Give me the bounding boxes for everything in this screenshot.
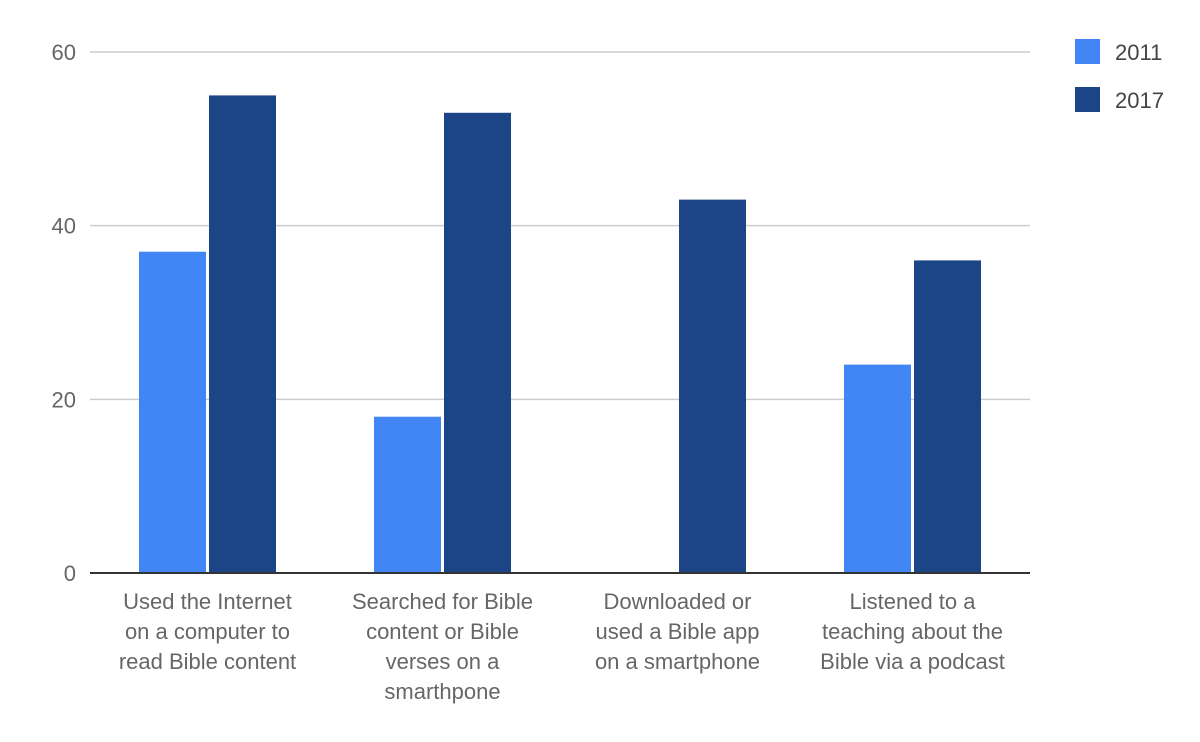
x-category-label-line: smarthpone (384, 679, 500, 704)
x-category-label-line: Bible via a podcast (820, 649, 1005, 674)
y-tick-label: 0 (64, 561, 76, 586)
legend-swatch-2017 (1075, 87, 1100, 112)
legend-label-2017: 2017 (1115, 88, 1164, 113)
bar-2011 (139, 251, 206, 573)
x-category-label-line: Used the Internet (123, 589, 292, 614)
x-category-label-line: teaching about the (822, 619, 1003, 644)
x-category-label: Listened to a teaching about the Bible via… (820, 589, 1005, 674)
bar-2017 (444, 112, 511, 574)
y-tick-label: 40 (52, 214, 76, 239)
legend-swatch-2011 (1075, 39, 1100, 64)
x-category-label-line: on a smartphone (595, 649, 760, 674)
y-axis-ticks: 0 20 40 60 (52, 40, 76, 586)
x-category-label-line: content or Bible (366, 619, 519, 644)
x-category-label: Used the Internet on a computer to read Bi… (119, 589, 296, 674)
x-category-label-line: read Bible content (119, 649, 296, 674)
bars (139, 95, 981, 574)
bar-2017 (209, 95, 276, 574)
legend-label-2011: 2011 (1115, 40, 1162, 65)
bar-2011 (374, 416, 441, 573)
y-tick-label: 20 (52, 387, 76, 412)
x-category-label-line: used a Bible app (596, 619, 760, 644)
legend: 2011 2017 (1075, 39, 1164, 113)
bar-2017 (914, 260, 981, 573)
x-category-label: Downloaded or used a Bible app on a smartp… (595, 589, 760, 674)
x-axis-category-labels: Used the Internet on a computer to read Bi… (119, 589, 1005, 704)
x-category-label-line: verses on a (386, 649, 500, 674)
x-category-label-line: Listened to a (850, 589, 977, 614)
bar-2011 (844, 364, 911, 573)
x-category-label-line: Searched for Bible (352, 589, 533, 614)
y-tick-label: 60 (52, 40, 76, 65)
x-category-label-line: Downloaded or (604, 589, 752, 614)
bar-2017 (679, 199, 746, 573)
x-category-label-line: on a computer to (125, 619, 290, 644)
x-category-label: Searched for Bible content or Bible verses… (352, 589, 533, 704)
